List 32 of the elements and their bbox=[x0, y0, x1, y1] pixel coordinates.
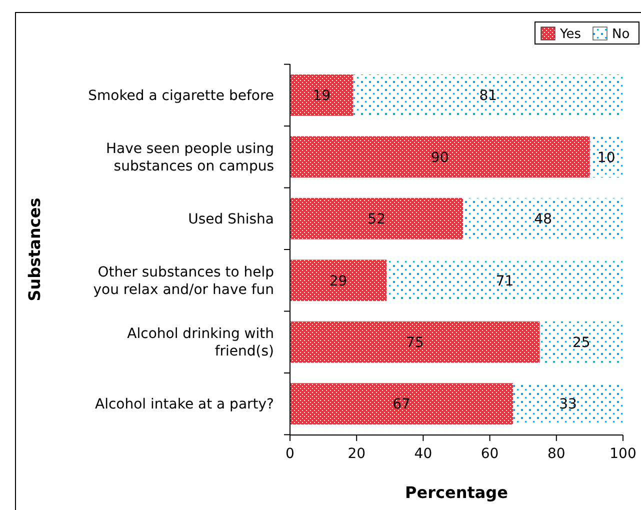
data-label: 48 bbox=[534, 212, 552, 228]
y-axis-title: Substances bbox=[25, 198, 44, 302]
bar bbox=[290, 74, 354, 116]
x-axis-title: Percentage bbox=[405, 483, 508, 502]
data-label: 81 bbox=[479, 88, 498, 104]
data-label: 29 bbox=[329, 273, 348, 290]
y-tick-label: Smoked a cigarette before bbox=[88, 88, 274, 104]
y-tick-label: Alcohol drinking with friend(s) bbox=[127, 326, 274, 360]
x-tick-label: 100 bbox=[610, 446, 636, 462]
data-label: 67 bbox=[392, 396, 410, 413]
y-tick-label: Used Shisha bbox=[188, 212, 274, 228]
data-label: 75 bbox=[406, 334, 424, 351]
x-tick-label: 80 bbox=[547, 446, 566, 462]
legend-label: No bbox=[612, 27, 630, 42]
data-label: 33 bbox=[559, 396, 577, 413]
bar bbox=[290, 136, 590, 178]
data-label: 25 bbox=[572, 334, 590, 351]
data-label: 71 bbox=[496, 273, 514, 290]
x-tick-label: 20 bbox=[348, 446, 366, 462]
data-label: 10 bbox=[597, 150, 616, 166]
bar bbox=[290, 198, 464, 240]
data-label: 52 bbox=[368, 212, 386, 228]
data-label: 19 bbox=[312, 88, 331, 104]
x-tick-label: 60 bbox=[480, 446, 499, 462]
data-label: 90 bbox=[430, 150, 449, 166]
bar bbox=[290, 321, 540, 363]
x-tick-label: 40 bbox=[414, 446, 432, 462]
y-tick-label: Have seen people using substances on campus bbox=[106, 140, 274, 174]
x-tick-label: 0 bbox=[286, 446, 294, 462]
legend-label: Yes bbox=[559, 27, 582, 42]
y-tick-label: Other substances to help you relax and/or have fun bbox=[93, 264, 274, 298]
y-tick-label: Alcohol intake at a party? bbox=[95, 396, 274, 413]
